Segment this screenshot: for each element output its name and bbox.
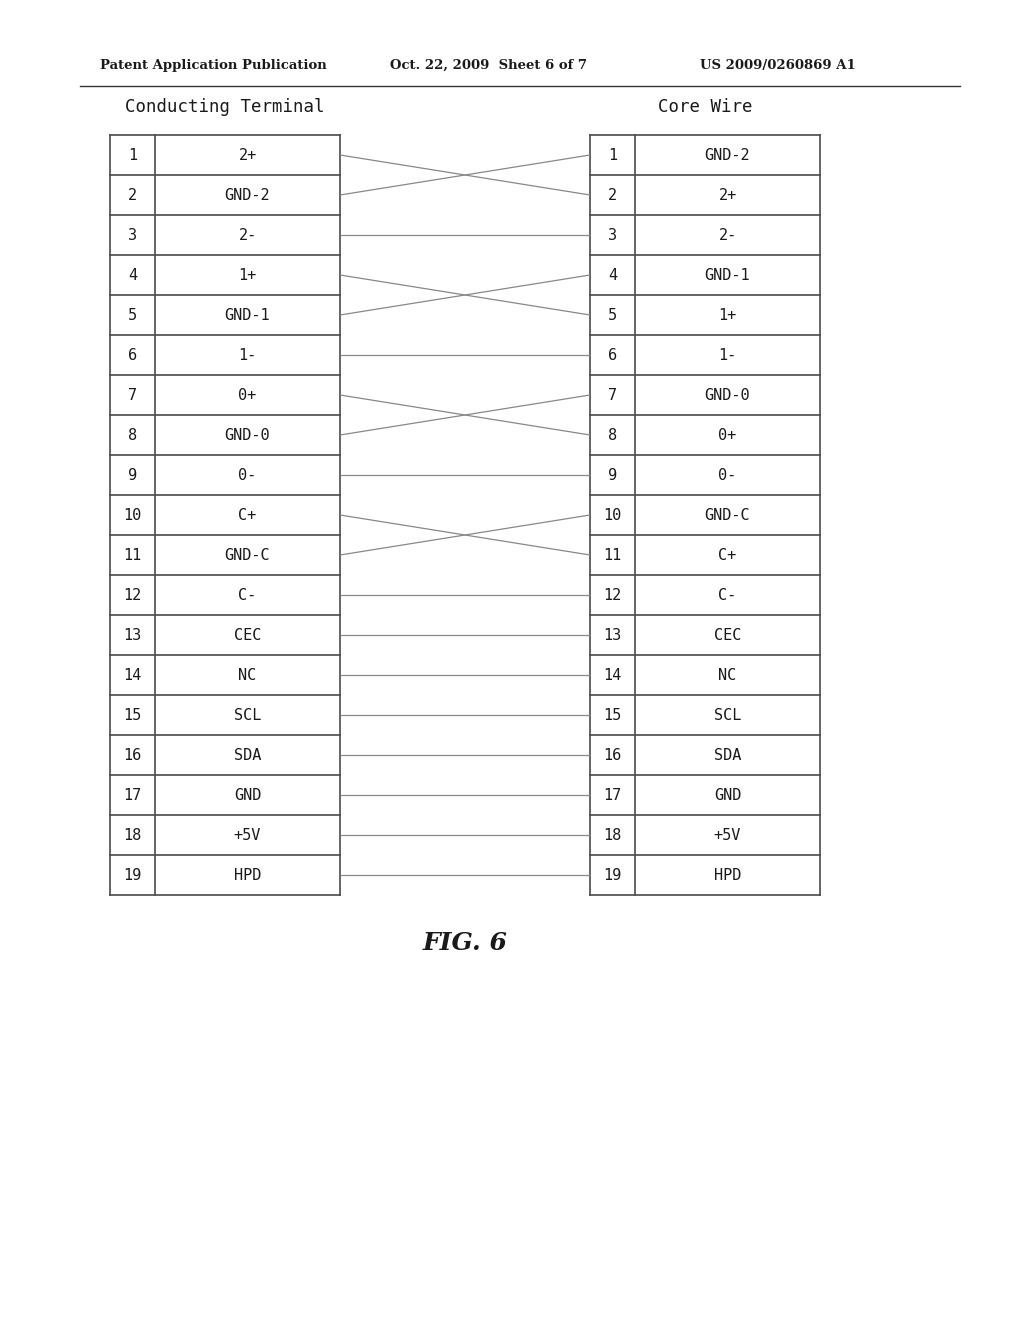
- Text: 2: 2: [128, 187, 137, 202]
- Text: 13: 13: [123, 627, 141, 643]
- Text: 18: 18: [123, 828, 141, 842]
- Text: 17: 17: [603, 788, 622, 803]
- Text: 8: 8: [128, 428, 137, 442]
- Text: GND-1: GND-1: [224, 308, 270, 322]
- Text: 10: 10: [603, 507, 622, 523]
- Text: GND-0: GND-0: [224, 428, 270, 442]
- Text: 5: 5: [128, 308, 137, 322]
- Text: 6: 6: [608, 347, 617, 363]
- Text: FIG. 6: FIG. 6: [423, 931, 508, 954]
- Text: Core Wire: Core Wire: [657, 98, 753, 116]
- Text: C+: C+: [719, 548, 736, 562]
- Text: 2: 2: [608, 187, 617, 202]
- Text: 11: 11: [603, 548, 622, 562]
- Text: 11: 11: [123, 548, 141, 562]
- Text: Oct. 22, 2009  Sheet 6 of 7: Oct. 22, 2009 Sheet 6 of 7: [390, 58, 587, 71]
- Text: 16: 16: [123, 747, 141, 763]
- Text: GND-1: GND-1: [705, 268, 751, 282]
- Text: SCL: SCL: [714, 708, 741, 722]
- Text: 1+: 1+: [719, 308, 736, 322]
- Text: 3: 3: [608, 227, 617, 243]
- Text: 3: 3: [128, 227, 137, 243]
- Text: 13: 13: [603, 627, 622, 643]
- Text: Conducting Terminal: Conducting Terminal: [125, 98, 325, 116]
- Text: GND-C: GND-C: [705, 507, 751, 523]
- Text: 18: 18: [603, 828, 622, 842]
- Text: 12: 12: [123, 587, 141, 602]
- Text: GND-2: GND-2: [705, 148, 751, 162]
- Text: 12: 12: [603, 587, 622, 602]
- Text: +5V: +5V: [233, 828, 261, 842]
- Text: 7: 7: [128, 388, 137, 403]
- Text: SDA: SDA: [233, 747, 261, 763]
- Text: 1-: 1-: [239, 347, 257, 363]
- Text: 4: 4: [608, 268, 617, 282]
- Text: C-: C-: [239, 587, 257, 602]
- Text: +5V: +5V: [714, 828, 741, 842]
- Text: C+: C+: [239, 507, 257, 523]
- Text: US 2009/0260869 A1: US 2009/0260869 A1: [700, 58, 856, 71]
- Text: 2+: 2+: [239, 148, 257, 162]
- Text: GND: GND: [233, 788, 261, 803]
- Text: 14: 14: [603, 668, 622, 682]
- Text: GND-0: GND-0: [705, 388, 751, 403]
- Text: 2-: 2-: [719, 227, 736, 243]
- Text: HPD: HPD: [233, 867, 261, 883]
- Text: 10: 10: [123, 507, 141, 523]
- Text: 15: 15: [123, 708, 141, 722]
- Text: GND-2: GND-2: [224, 187, 270, 202]
- Text: 14: 14: [123, 668, 141, 682]
- Text: 15: 15: [603, 708, 622, 722]
- Text: 0+: 0+: [239, 388, 257, 403]
- Text: GND-C: GND-C: [224, 548, 270, 562]
- Text: 2+: 2+: [719, 187, 736, 202]
- Text: NC: NC: [239, 668, 257, 682]
- Text: 8: 8: [608, 428, 617, 442]
- Text: CEC: CEC: [233, 627, 261, 643]
- Text: 9: 9: [608, 467, 617, 483]
- Text: CEC: CEC: [714, 627, 741, 643]
- Text: Patent Application Publication: Patent Application Publication: [100, 58, 327, 71]
- Text: 9: 9: [128, 467, 137, 483]
- Text: 4: 4: [128, 268, 137, 282]
- Text: 7: 7: [608, 388, 617, 403]
- Text: 0-: 0-: [719, 467, 736, 483]
- Text: NC: NC: [719, 668, 736, 682]
- Text: 1-: 1-: [719, 347, 736, 363]
- Text: C-: C-: [719, 587, 736, 602]
- Text: SCL: SCL: [233, 708, 261, 722]
- Text: 0+: 0+: [719, 428, 736, 442]
- Text: 16: 16: [603, 747, 622, 763]
- Text: 6: 6: [128, 347, 137, 363]
- Text: 19: 19: [603, 867, 622, 883]
- Text: 1+: 1+: [239, 268, 257, 282]
- Text: SDA: SDA: [714, 747, 741, 763]
- Text: 0-: 0-: [239, 467, 257, 483]
- Text: GND: GND: [714, 788, 741, 803]
- Text: 5: 5: [608, 308, 617, 322]
- Text: 1: 1: [128, 148, 137, 162]
- Text: HPD: HPD: [714, 867, 741, 883]
- Text: 2-: 2-: [239, 227, 257, 243]
- Text: 1: 1: [608, 148, 617, 162]
- Text: 17: 17: [123, 788, 141, 803]
- Text: 19: 19: [123, 867, 141, 883]
